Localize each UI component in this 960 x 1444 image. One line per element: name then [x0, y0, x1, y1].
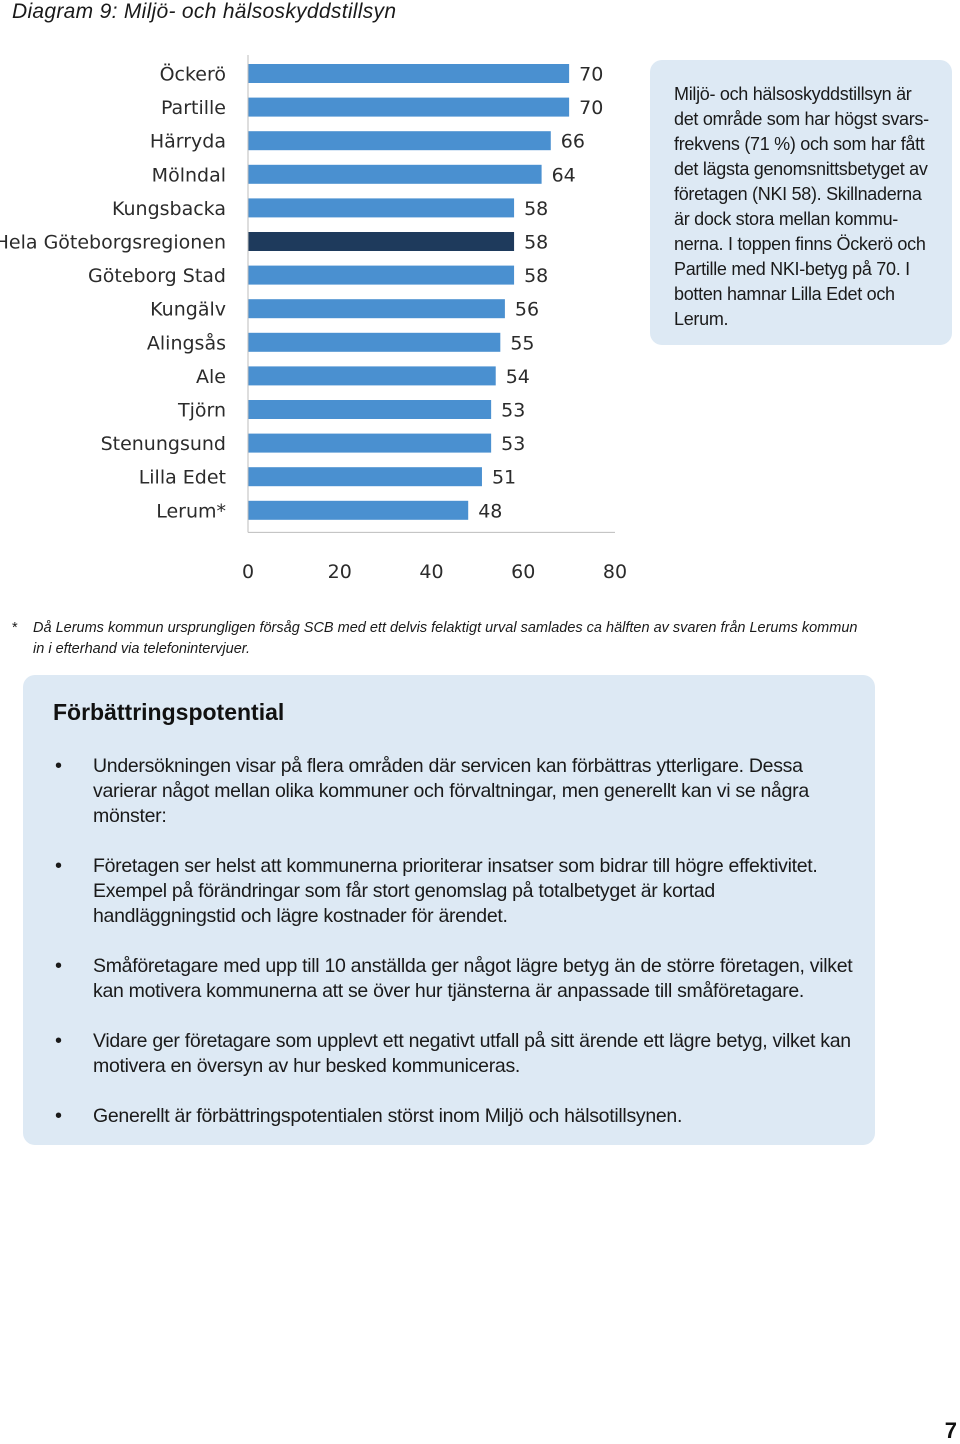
footnote-text: Då Lerums kommun ursprungligen försåg SC…: [33, 620, 858, 657]
category-label: Alingsås: [147, 331, 226, 354]
data-label: 48: [478, 500, 502, 522]
category-label: Kungälv: [150, 299, 226, 321]
bar-chart: Öckerö 70 Partille 70 Härryda 66 Mölndal 64 Kung…: [0, 55, 627, 583]
chart-bar: [248, 299, 505, 319]
chart-bar: [248, 131, 551, 151]
data-label: 56: [515, 299, 539, 321]
chart-bar: [248, 366, 496, 386]
chart-bar: [248, 265, 515, 285]
x-tick-label: 80: [603, 561, 627, 583]
chart-bar: [248, 198, 515, 218]
summary-box: Miljö- och hälsoskyddstillsyn är det omr…: [650, 60, 952, 345]
x-tick-label: 20: [328, 561, 352, 583]
data-label: 54: [506, 366, 530, 388]
category-label: Härryda: [150, 131, 226, 153]
category-label: Ale: [196, 366, 226, 388]
chart-bar: [248, 232, 515, 251]
improvement-box: Förbättringspotential • Undersökningen vi…: [23, 675, 875, 1145]
bullet-icon: •: [55, 755, 62, 777]
chart-bar: [248, 332, 501, 352]
category-label: Tjörn: [177, 400, 226, 422]
category-label: Mölndal: [152, 164, 226, 186]
footnote: * Då Lerums kommun ursprungligen försåg …: [12, 618, 862, 660]
chart-bar: [248, 64, 570, 83]
data-label: 66: [561, 131, 585, 153]
list-item: • Vidare ger företagare som upplevt ett n…: [53, 1029, 855, 1079]
data-label: 58: [524, 198, 548, 220]
page-number: 7: [944, 1418, 957, 1443]
category-label: Lilla Edet: [139, 467, 226, 489]
x-tick-label: 40: [419, 561, 443, 583]
list-item-text: Undersökningen visar på flera områden dä…: [93, 755, 809, 827]
bullet-icon: •: [55, 855, 62, 877]
category-label: Öckerö: [160, 63, 226, 86]
list-item-text: Företagen ser helst att kommunerna prior…: [93, 855, 818, 927]
data-label: 70: [579, 97, 603, 119]
data-label: 53: [501, 433, 525, 455]
data-label: 53: [501, 400, 525, 422]
x-tick-label: 0: [242, 561, 254, 583]
improvement-list: • Undersökningen visar på flera områden d…: [53, 754, 855, 1129]
chart-bar: [248, 433, 492, 453]
data-label: 55: [510, 332, 534, 354]
list-item-text: Vidare ger företagare som upplevt ett ne…: [93, 1030, 851, 1077]
list-item-text: Generellt är förbättringspotentialen stö…: [93, 1105, 683, 1127]
footnote-marker: *: [12, 620, 18, 636]
list-item: • Generellt är förbättringspotentialen st…: [53, 1104, 855, 1129]
chart-bar: [248, 400, 492, 419]
x-tick-label: 60: [511, 561, 535, 583]
data-label: 58: [524, 232, 548, 254]
category-label: Hela Göteborgsregionen: [0, 232, 226, 254]
category-label: Stenungsund: [101, 433, 226, 455]
category-label: Göteborg Stad: [88, 265, 226, 287]
category-label: Partille: [161, 97, 226, 119]
bullet-icon: •: [55, 1105, 62, 1127]
chart-bar: [248, 500, 469, 520]
bullet-icon: •: [55, 1030, 62, 1052]
list-item: • Småföretagare med upp till 10 anställda…: [53, 954, 855, 1004]
chart-bar: [248, 467, 482, 487]
data-label: 58: [524, 265, 548, 287]
data-label: 70: [579, 64, 603, 86]
improvement-heading: Förbättringspotential: [53, 699, 285, 725]
chart-bar: [248, 97, 570, 117]
diagram-title: Diagram 9: Miljö- och hälsoskyddstillsyn: [12, 0, 397, 23]
list-item-text: Småföretagare med upp till 10 anställda …: [93, 955, 853, 1002]
summary-text: Miljö- och hälsoskyddstillsyn är det omr…: [674, 84, 929, 329]
list-item: • Undersökningen visar på flera områden d…: [53, 754, 855, 829]
bullet-icon: •: [55, 955, 62, 977]
category-label: Lerum*: [156, 500, 226, 522]
data-label: 51: [492, 467, 516, 489]
list-item: • Företagen ser helst att kommunerna prio…: [53, 854, 855, 929]
data-label: 64: [552, 164, 576, 186]
chart-bar: [248, 164, 542, 184]
category-label: Kungsbacka: [112, 198, 226, 220]
